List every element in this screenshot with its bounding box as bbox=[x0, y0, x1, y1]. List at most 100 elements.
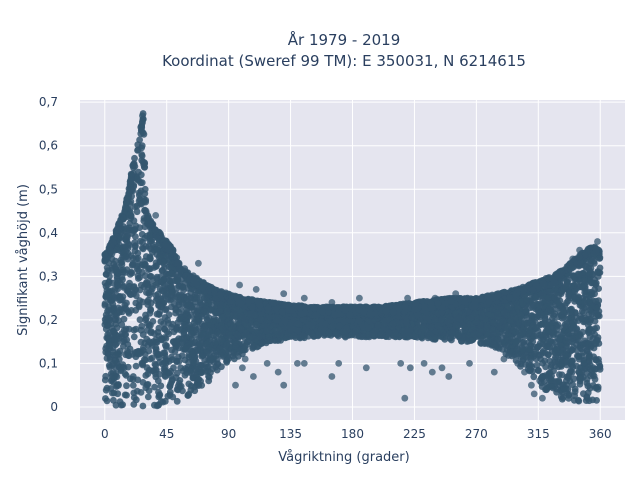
data-point bbox=[134, 147, 141, 154]
data-point bbox=[198, 369, 205, 377]
data-point bbox=[102, 395, 109, 402]
data-point bbox=[168, 346, 176, 354]
data-point bbox=[172, 374, 180, 381]
data-point bbox=[147, 288, 155, 296]
data-point bbox=[542, 363, 549, 371]
data-point bbox=[159, 267, 166, 274]
data-point bbox=[575, 397, 583, 405]
data-point bbox=[492, 343, 499, 351]
data-point bbox=[164, 392, 172, 400]
data-point bbox=[120, 315, 128, 323]
data-point bbox=[152, 336, 160, 344]
data-point bbox=[142, 261, 149, 269]
data-point bbox=[467, 337, 475, 344]
data-point bbox=[212, 339, 219, 346]
data-point bbox=[155, 393, 163, 401]
data-point bbox=[191, 303, 199, 311]
data-point bbox=[190, 359, 198, 367]
data-point bbox=[120, 364, 128, 372]
data-point bbox=[147, 299, 155, 307]
data-point bbox=[173, 284, 181, 292]
data-point bbox=[365, 331, 372, 339]
data-point bbox=[159, 360, 166, 368]
data-point bbox=[117, 296, 125, 304]
data-point bbox=[530, 373, 538, 381]
data-point bbox=[596, 264, 604, 272]
data-point bbox=[202, 305, 210, 313]
data-point bbox=[132, 362, 140, 370]
data-point bbox=[179, 284, 187, 291]
data-point bbox=[527, 361, 535, 369]
data-point bbox=[559, 381, 566, 389]
data-point bbox=[579, 328, 586, 336]
data-point bbox=[102, 292, 110, 300]
data-point bbox=[147, 329, 155, 337]
data-point bbox=[535, 367, 542, 375]
data-point bbox=[138, 230, 146, 238]
data-point bbox=[391, 329, 399, 337]
data-point bbox=[494, 336, 501, 343]
data-point bbox=[128, 269, 136, 277]
data-point bbox=[534, 307, 542, 315]
data-point bbox=[167, 283, 175, 290]
data-point bbox=[431, 316, 439, 323]
data-point bbox=[178, 352, 186, 359]
data-point bbox=[232, 338, 240, 346]
data-point bbox=[594, 311, 602, 319]
data-point bbox=[570, 375, 578, 383]
data-point bbox=[136, 297, 144, 304]
data-point bbox=[587, 372, 594, 380]
data-point bbox=[161, 352, 169, 360]
data-point bbox=[144, 320, 152, 328]
data-point bbox=[144, 393, 152, 401]
data-point bbox=[592, 356, 599, 364]
data-point bbox=[568, 357, 576, 365]
data-point bbox=[385, 329, 393, 337]
data-point bbox=[562, 351, 569, 359]
data-point bbox=[575, 271, 583, 279]
data-point bbox=[249, 345, 256, 352]
data-point bbox=[520, 338, 528, 346]
data-point bbox=[585, 298, 593, 306]
data-point bbox=[136, 237, 144, 245]
data-point bbox=[230, 349, 237, 357]
data-point bbox=[596, 363, 604, 371]
data-point bbox=[123, 299, 130, 307]
data-point bbox=[133, 387, 141, 395]
data-points bbox=[101, 110, 604, 410]
data-point bbox=[137, 338, 145, 346]
data-point bbox=[142, 311, 149, 319]
data-point bbox=[152, 373, 160, 381]
data-point bbox=[557, 393, 565, 401]
data-point bbox=[148, 237, 155, 245]
data-point bbox=[121, 370, 129, 378]
data-point bbox=[168, 289, 175, 297]
data-point bbox=[532, 348, 540, 356]
data-point bbox=[161, 292, 169, 299]
data-point bbox=[553, 346, 560, 353]
data-point bbox=[157, 382, 165, 390]
data-point bbox=[110, 293, 118, 301]
data-point bbox=[145, 266, 152, 273]
data-point bbox=[101, 376, 109, 384]
data-point bbox=[530, 302, 537, 309]
data-point bbox=[533, 361, 541, 369]
data-point bbox=[557, 304, 564, 312]
data-point bbox=[123, 225, 130, 232]
data-point bbox=[147, 306, 155, 314]
data-point bbox=[541, 316, 549, 323]
data-point bbox=[451, 310, 459, 318]
data-point bbox=[137, 326, 145, 334]
data-point bbox=[135, 303, 143, 311]
data-point bbox=[571, 288, 579, 295]
data-point bbox=[196, 340, 204, 347]
data-point bbox=[116, 398, 124, 405]
data-point bbox=[162, 306, 169, 314]
data-point bbox=[223, 357, 230, 365]
data-point bbox=[158, 278, 166, 286]
data-point bbox=[124, 341, 132, 348]
data-point bbox=[522, 307, 530, 315]
data-point bbox=[364, 324, 372, 332]
data-point bbox=[121, 269, 129, 276]
